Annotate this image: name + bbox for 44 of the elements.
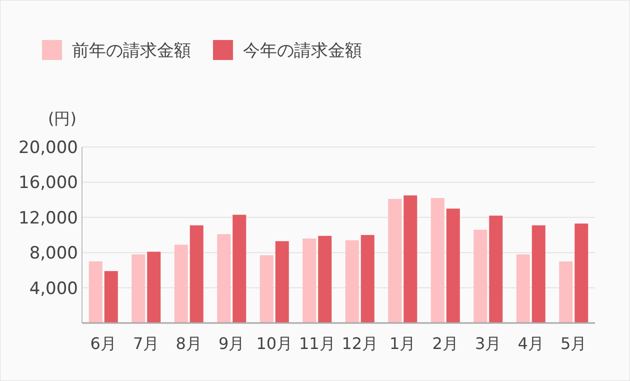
legend-label: 今年の請求金額 bbox=[243, 41, 362, 61]
bar bbox=[190, 225, 204, 323]
legend-label: 前年の請求金額 bbox=[72, 41, 191, 61]
x-tick-label: 7月 bbox=[133, 334, 160, 353]
bar bbox=[559, 261, 573, 323]
bar bbox=[318, 236, 332, 323]
bar bbox=[345, 240, 359, 323]
bar bbox=[430, 198, 444, 323]
bar bbox=[217, 234, 231, 323]
bar bbox=[388, 198, 402, 323]
x-tick-label: 8月 bbox=[176, 334, 202, 353]
y-tick-label: 8,000 bbox=[29, 244, 78, 264]
y-tick-label: 12,000 bbox=[18, 208, 78, 228]
x-tick-label: 4月 bbox=[518, 334, 544, 353]
bar bbox=[232, 214, 246, 323]
bar bbox=[516, 254, 530, 323]
x-tick-label: 5月 bbox=[560, 334, 587, 353]
bar bbox=[302, 238, 316, 323]
y-tick-label: 16,000 bbox=[18, 173, 78, 194]
bar bbox=[404, 195, 418, 323]
x-tick-label: 2月 bbox=[432, 334, 458, 353]
x-tick-label: 9月 bbox=[218, 334, 245, 353]
bar bbox=[147, 252, 161, 323]
x-tick-label: 12月 bbox=[342, 334, 378, 353]
bar bbox=[532, 225, 546, 323]
bar bbox=[574, 224, 588, 323]
x-tick-label: 3月 bbox=[475, 334, 502, 353]
x-tick-label: 6月 bbox=[90, 334, 116, 353]
bar bbox=[88, 261, 102, 323]
bar bbox=[174, 244, 188, 323]
x-tick-label: 1月 bbox=[390, 334, 416, 353]
bar bbox=[474, 230, 488, 323]
bar bbox=[104, 271, 118, 323]
bar bbox=[260, 255, 274, 323]
bar bbox=[446, 208, 460, 323]
x-tick-label: 10月 bbox=[256, 334, 293, 353]
y-tick-label: 20,000 bbox=[18, 138, 78, 158]
y-axis-title: (円) bbox=[48, 109, 76, 128]
bar bbox=[132, 254, 146, 323]
y-tick-label: 4,000 bbox=[29, 278, 78, 299]
bar bbox=[489, 216, 503, 323]
bar bbox=[360, 235, 374, 323]
x-tick-label: 11月 bbox=[298, 334, 336, 353]
bar bbox=[275, 241, 289, 323]
